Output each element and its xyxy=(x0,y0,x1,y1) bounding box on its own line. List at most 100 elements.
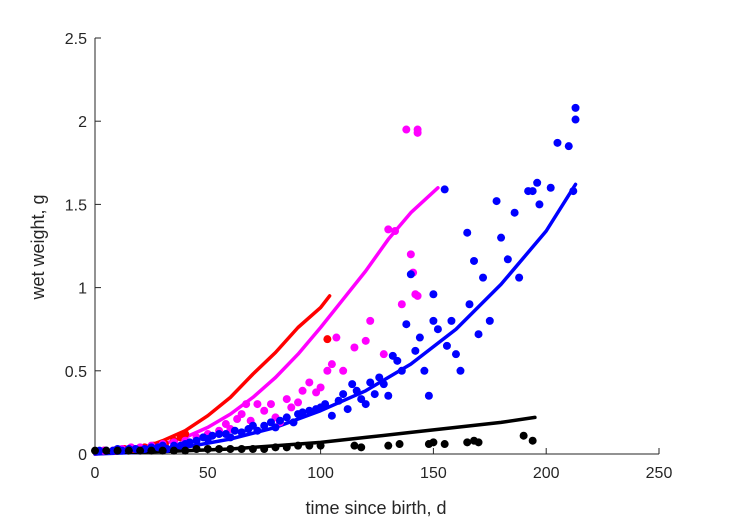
data-point xyxy=(474,330,483,339)
data-point xyxy=(451,350,460,359)
data-point xyxy=(424,391,433,400)
data-point xyxy=(136,446,145,455)
data-point xyxy=(463,438,472,447)
data-point xyxy=(442,341,451,350)
tick-labels: 0 50 100 150 200 250 0 0.5 1 1.5 2 2.5 xyxy=(65,31,673,482)
data-point xyxy=(433,325,442,334)
x-tick-label: 250 xyxy=(646,465,673,482)
data-point xyxy=(384,391,393,400)
data-point xyxy=(185,438,194,447)
data-point xyxy=(169,446,178,455)
data-point xyxy=(397,366,406,375)
data-point xyxy=(546,183,555,192)
data-point xyxy=(334,396,343,405)
data-point xyxy=(463,228,472,237)
data-point xyxy=(208,431,217,440)
data-point xyxy=(447,316,456,325)
data-point xyxy=(485,316,494,325)
data-point xyxy=(158,446,167,455)
data-point xyxy=(384,441,393,450)
data-point xyxy=(192,436,201,445)
data-point xyxy=(510,208,519,217)
data-point xyxy=(305,406,314,415)
data-point xyxy=(260,421,269,430)
data-point xyxy=(553,138,562,147)
data-point xyxy=(406,270,415,279)
y-tick-label: 2.5 xyxy=(65,31,87,48)
data-point xyxy=(203,445,212,454)
data-point xyxy=(271,443,280,452)
data-point xyxy=(124,446,133,455)
data-point xyxy=(571,103,580,112)
data-point xyxy=(147,446,156,455)
data-point xyxy=(237,410,246,419)
data-point xyxy=(237,428,246,437)
x-tick-label: 200 xyxy=(533,465,560,482)
data-point xyxy=(271,423,280,432)
data-point xyxy=(298,386,307,395)
data-point xyxy=(533,178,542,187)
data-point xyxy=(492,197,501,206)
data-point xyxy=(366,316,375,325)
data-point xyxy=(181,430,190,439)
data-point xyxy=(366,378,375,387)
data-point xyxy=(429,316,438,325)
data-points xyxy=(91,103,580,455)
data-point xyxy=(253,426,262,435)
data-point xyxy=(413,291,422,300)
x-tick-label: 100 xyxy=(307,465,334,482)
data-point xyxy=(429,438,438,447)
data-point xyxy=(515,273,524,282)
axes xyxy=(94,37,660,455)
data-point xyxy=(503,255,512,264)
data-point xyxy=(379,350,388,359)
data-point xyxy=(305,441,314,450)
data-point xyxy=(397,300,406,309)
data-point xyxy=(528,436,537,445)
data-point xyxy=(429,290,438,299)
data-point xyxy=(215,445,224,454)
data-point xyxy=(339,390,348,399)
data-point xyxy=(181,446,190,455)
data-point xyxy=(253,400,262,409)
data-point xyxy=(370,390,379,399)
data-point xyxy=(343,405,352,414)
data-point xyxy=(393,356,402,365)
data-point xyxy=(248,445,257,454)
x-tick-label: 50 xyxy=(199,465,217,482)
data-point xyxy=(411,346,420,355)
data-point xyxy=(260,445,269,454)
y-tick-label: 0 xyxy=(78,447,87,464)
data-point xyxy=(440,440,449,449)
data-point xyxy=(413,125,422,134)
data-point xyxy=(260,406,269,415)
data-point xyxy=(519,431,528,440)
data-point xyxy=(348,380,357,389)
data-point xyxy=(266,400,275,409)
data-point xyxy=(350,343,359,352)
data-point xyxy=(415,333,424,342)
data-point xyxy=(275,416,284,425)
data-point xyxy=(402,320,411,329)
data-point xyxy=(456,366,465,375)
data-point xyxy=(535,200,544,209)
data-point xyxy=(352,386,361,395)
data-point xyxy=(528,187,537,196)
data-point xyxy=(298,408,307,417)
data-point xyxy=(402,125,411,134)
data-point xyxy=(339,366,348,375)
data-point xyxy=(289,418,298,427)
data-point xyxy=(564,142,573,151)
data-point xyxy=(215,430,224,439)
data-point xyxy=(391,227,400,236)
data-point xyxy=(282,395,291,404)
data-point xyxy=(384,225,393,234)
y-tick-label: 2 xyxy=(78,114,87,131)
data-point xyxy=(420,366,429,375)
data-point xyxy=(226,433,235,442)
data-point xyxy=(237,445,246,454)
data-point xyxy=(102,446,111,455)
data-point xyxy=(379,380,388,389)
data-point xyxy=(332,333,341,342)
